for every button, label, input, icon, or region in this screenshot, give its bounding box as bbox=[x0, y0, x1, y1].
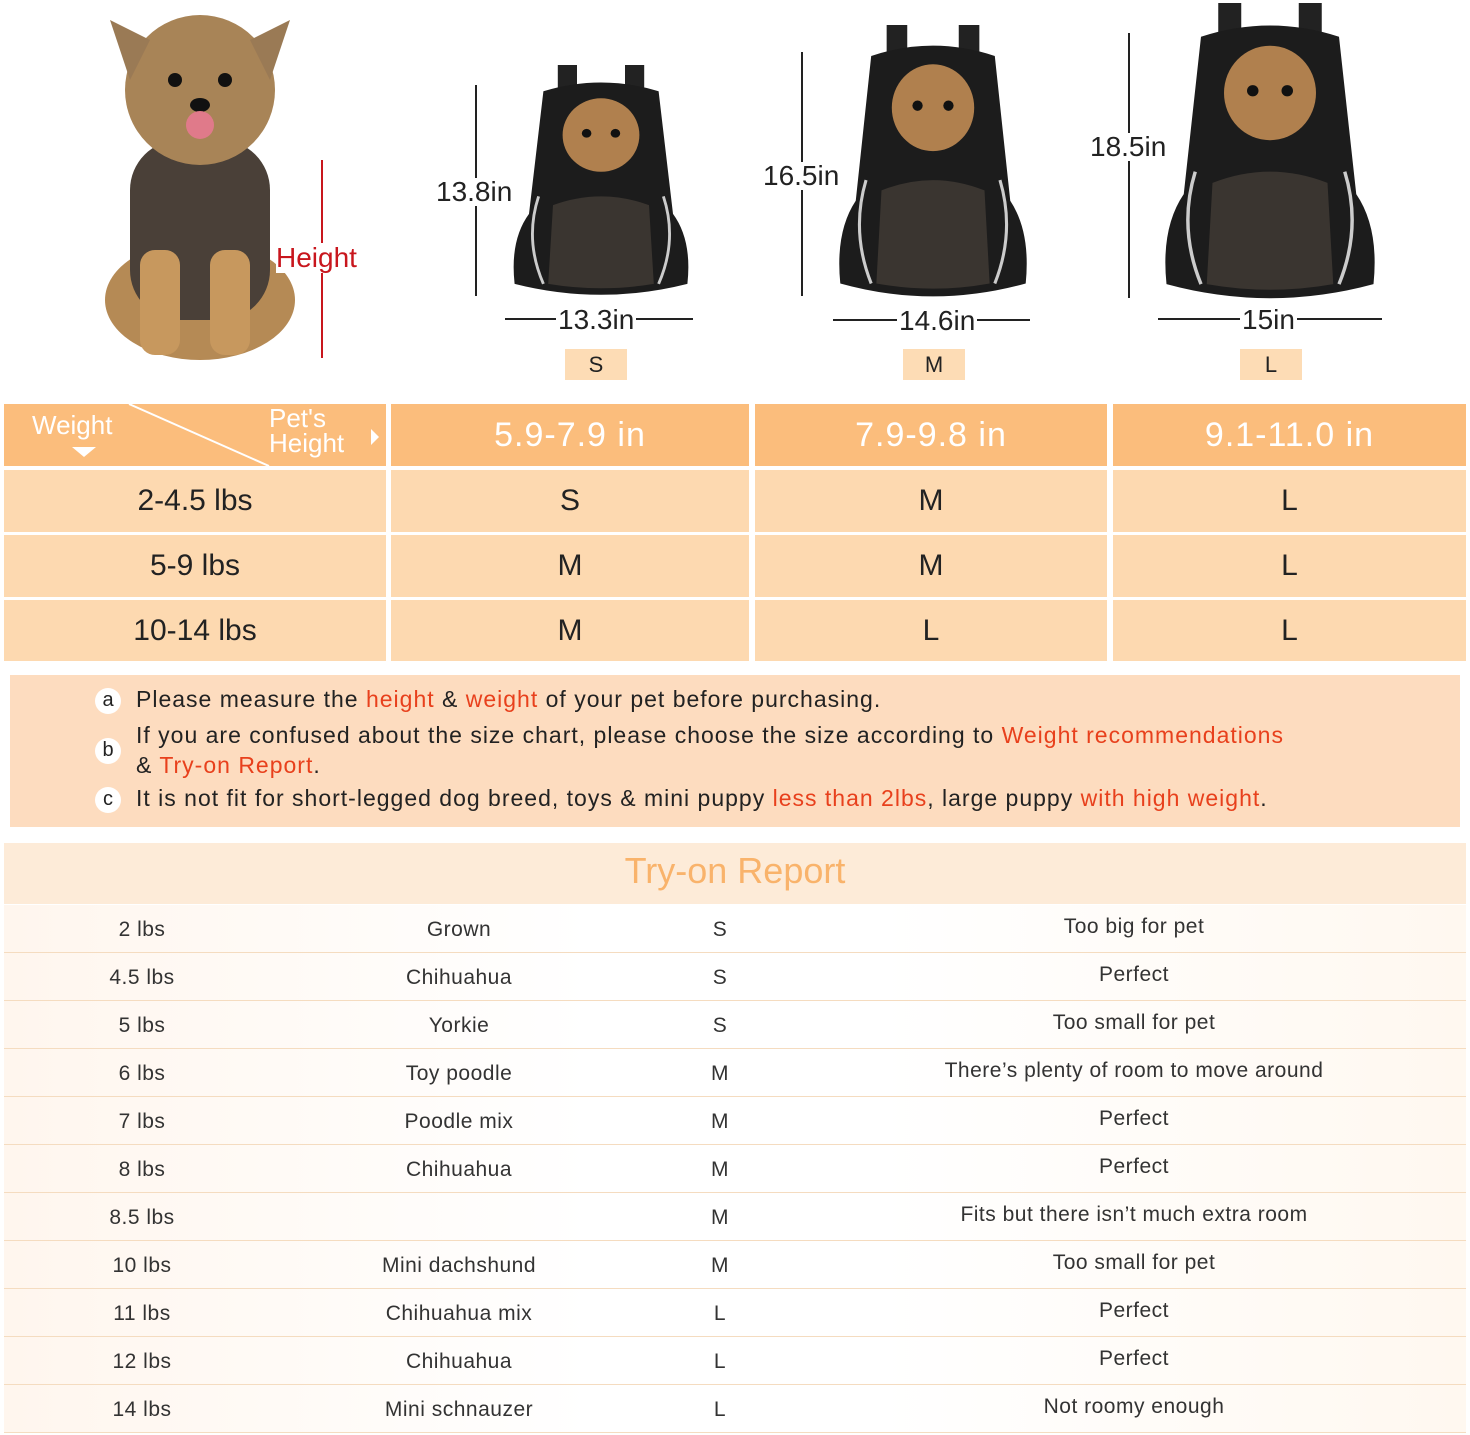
pet-weight-cell: 7 lbs bbox=[118, 1110, 166, 1133]
breed-cell: Chihuahua bbox=[405, 966, 513, 989]
column-header: 7.9-9.8 in bbox=[755, 404, 1107, 466]
backpack-s-image bbox=[512, 65, 690, 297]
pet-weight-cell: 8 lbs bbox=[118, 1158, 166, 1181]
try-on-row: 14 lbs Mini schnauzer L Not roomy enough bbox=[4, 1385, 1466, 1433]
try-on-row: 6 lbs Toy poodle M There’s plenty of room t… bbox=[4, 1049, 1466, 1097]
try-on-row: 8.5 lbs M Fits but there isn’t much extra … bbox=[4, 1193, 1466, 1241]
width-dim-m: 14.6in bbox=[897, 305, 978, 336]
height-axis-label: Pet's Height bbox=[269, 404, 345, 458]
breed-cell: Yorkie bbox=[428, 1014, 490, 1037]
size-cell: L bbox=[1113, 535, 1466, 597]
try-on-row: 11 lbs Chihuahua mix L Perfect bbox=[4, 1289, 1466, 1337]
size-cell: L bbox=[755, 600, 1107, 661]
column-header: 9.1-11.0 in bbox=[1113, 404, 1466, 466]
fit-comment-cell: Too big for pet bbox=[1063, 915, 1205, 938]
size-cell: L bbox=[713, 1398, 727, 1421]
breed-cell: Chihuahua bbox=[405, 1158, 513, 1181]
size-cell: L bbox=[713, 1350, 727, 1373]
try-on-report-title: Try-on Report bbox=[4, 843, 1466, 904]
fit-comment-cell: Perfect bbox=[1098, 1155, 1170, 1178]
note-marker-b: b bbox=[95, 738, 121, 764]
width-dim-s: 13.3in bbox=[556, 304, 637, 335]
size-cell: S bbox=[712, 1014, 728, 1037]
size-cell: M bbox=[755, 535, 1107, 597]
breed-cell: Mini schnauzer bbox=[384, 1398, 534, 1421]
backpack-m-image bbox=[837, 25, 1029, 298]
size-badge-m: M bbox=[903, 349, 965, 380]
size-cell: M bbox=[711, 1110, 729, 1133]
try-on-row: 4.5 lbs Chihuahua S Perfect bbox=[4, 953, 1466, 1001]
height-dimension-line-l bbox=[1128, 33, 1130, 298]
try-on-row: 2 lbs Grown S Too big for pet bbox=[4, 905, 1466, 953]
breed-cell: Poodle mix bbox=[404, 1110, 514, 1133]
height-dim-l: 18.5in bbox=[1090, 131, 1167, 162]
breed-cell: Grown bbox=[426, 918, 492, 941]
try-on-row: 7 lbs Poodle mix M Perfect bbox=[4, 1097, 1466, 1145]
size-cell: L bbox=[1113, 600, 1466, 661]
fit-comment-cell: There’s plenty of room to move around bbox=[944, 1059, 1324, 1082]
height-dim-m: 16.5in bbox=[763, 160, 840, 191]
size-cell: M bbox=[391, 535, 749, 597]
pet-weight-cell: 2 lbs bbox=[118, 918, 166, 941]
weight-range-cell: 2-4.5 lbs bbox=[4, 470, 386, 532]
pet-weight-cell: 4.5 lbs bbox=[109, 966, 175, 989]
try-on-row: 12 lbs Chihuahua L Perfect bbox=[4, 1337, 1466, 1385]
size-cell: M bbox=[711, 1158, 729, 1181]
size-cell: S bbox=[712, 918, 728, 941]
size-cell: L bbox=[713, 1302, 727, 1325]
size-cell: S bbox=[391, 470, 749, 532]
column-header: 5.9-7.9 in bbox=[391, 404, 749, 466]
size-cell: L bbox=[1113, 470, 1466, 532]
try-on-row: 10 lbs Mini dachshund M Too small for pet bbox=[4, 1241, 1466, 1289]
breed-cell: Mini dachshund bbox=[381, 1254, 537, 1277]
size-cell: M bbox=[711, 1062, 729, 1085]
corner-header: Weight Pet's Height bbox=[4, 404, 386, 466]
breed-cell: Chihuahua mix bbox=[385, 1302, 533, 1325]
yorkie-dog-photo bbox=[105, 15, 295, 360]
pet-weight-cell: 11 lbs bbox=[113, 1302, 171, 1325]
size-badge-l: L bbox=[1240, 349, 1302, 380]
breed-cell: Chihuahua bbox=[405, 1350, 513, 1373]
try-on-row: 5 lbs Yorkie S Too small for pet bbox=[4, 1001, 1466, 1049]
pet-weight-cell: 8.5 lbs bbox=[109, 1206, 175, 1229]
backpack-l-image bbox=[1163, 3, 1377, 300]
fit-comment-cell: Perfect bbox=[1098, 1347, 1170, 1370]
width-dim-l: 15in bbox=[1240, 304, 1297, 335]
height-dim-s: 13.8in bbox=[436, 176, 513, 207]
pet-weight-cell: 10 lbs bbox=[112, 1254, 172, 1277]
fit-comment-cell: Too small for pet bbox=[1052, 1011, 1216, 1034]
size-cell: M bbox=[391, 600, 749, 661]
fit-comment-cell: Not roomy enough bbox=[1043, 1395, 1225, 1418]
pet-weight-cell: 14 lbs bbox=[112, 1398, 172, 1421]
fit-comment-cell: Fits but there isn’t much extra room bbox=[960, 1203, 1308, 1226]
weight-axis-label: Weight bbox=[32, 410, 113, 440]
size-cell: M bbox=[755, 470, 1107, 532]
height-label: Height bbox=[276, 242, 357, 273]
fit-comment-cell: Perfect bbox=[1098, 1299, 1170, 1322]
pet-weight-cell: 12 lbs bbox=[112, 1350, 172, 1373]
note-c: It is not fit for short-legged dog breed… bbox=[136, 785, 1268, 811]
size-cell: M bbox=[711, 1254, 729, 1277]
breed-cell: Toy poodle bbox=[405, 1062, 513, 1085]
fit-comment-cell: Perfect bbox=[1098, 963, 1170, 986]
fit-comment-cell: Too small for pet bbox=[1052, 1251, 1216, 1274]
note-a: Please measure the height & weight of yo… bbox=[136, 686, 882, 712]
note-marker-c: c bbox=[95, 787, 121, 813]
fit-comment-cell: Perfect bbox=[1098, 1107, 1170, 1130]
size-cell: M bbox=[711, 1206, 729, 1229]
notes-box bbox=[10, 675, 1460, 827]
try-on-row: 8 lbs Chihuahua M Perfect bbox=[4, 1145, 1466, 1193]
weight-range-cell: 5-9 lbs bbox=[4, 535, 386, 597]
weight-range-cell: 10-14 lbs bbox=[4, 600, 386, 661]
pet-weight-cell: 6 lbs bbox=[118, 1062, 166, 1085]
size-badge-s: S bbox=[565, 349, 627, 380]
pet-weight-cell: 5 lbs bbox=[118, 1014, 166, 1037]
size-cell: S bbox=[712, 966, 728, 989]
note-b: If you are confused about the size chart… bbox=[136, 722, 1284, 778]
note-marker-a: a bbox=[95, 688, 121, 714]
